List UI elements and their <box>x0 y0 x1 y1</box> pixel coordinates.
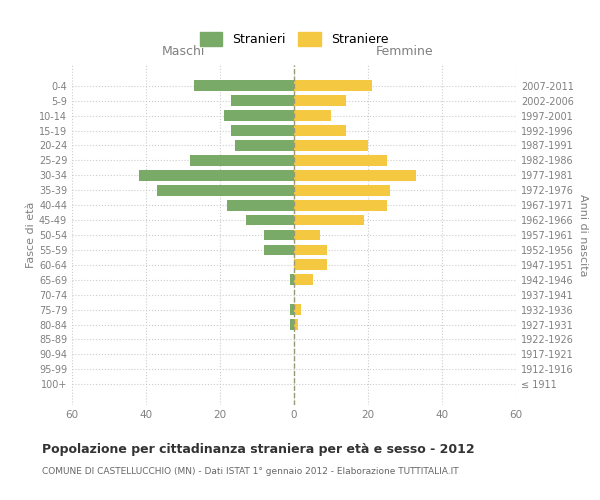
Bar <box>294 214 364 226</box>
Bar <box>294 80 372 91</box>
Bar <box>294 155 386 166</box>
Bar <box>294 200 386 210</box>
Bar <box>224 110 294 121</box>
Bar <box>294 260 328 270</box>
Bar <box>294 319 298 330</box>
Bar <box>139 170 294 180</box>
Bar <box>190 155 294 166</box>
Bar <box>294 96 346 106</box>
Text: Popolazione per cittadinanza straniera per età e sesso - 2012: Popolazione per cittadinanza straniera p… <box>42 442 475 456</box>
Bar <box>157 185 294 196</box>
Bar <box>294 125 346 136</box>
Text: Maschi: Maschi <box>161 45 205 58</box>
Bar <box>194 80 294 91</box>
Bar <box>231 125 294 136</box>
Bar <box>265 230 294 240</box>
Text: Femmine: Femmine <box>376 45 434 58</box>
Bar <box>294 170 416 180</box>
Bar <box>294 244 328 256</box>
Bar <box>294 185 390 196</box>
Bar <box>231 96 294 106</box>
Bar <box>294 230 320 240</box>
Bar <box>246 214 294 226</box>
Bar <box>290 319 294 330</box>
Y-axis label: Fasce di età: Fasce di età <box>26 202 36 268</box>
Bar <box>227 200 294 210</box>
Bar <box>235 140 294 151</box>
Bar <box>290 274 294 285</box>
Text: COMUNE DI CASTELLUCCHIO (MN) - Dati ISTAT 1° gennaio 2012 - Elaborazione TUTTITA: COMUNE DI CASTELLUCCHIO (MN) - Dati ISTA… <box>42 468 458 476</box>
Bar <box>294 274 313 285</box>
Bar <box>265 244 294 256</box>
Bar <box>294 140 368 151</box>
Y-axis label: Anni di nascita: Anni di nascita <box>578 194 587 276</box>
Bar <box>294 110 331 121</box>
Bar <box>290 304 294 315</box>
Legend: Stranieri, Straniere: Stranieri, Straniere <box>195 27 393 51</box>
Bar <box>294 304 301 315</box>
